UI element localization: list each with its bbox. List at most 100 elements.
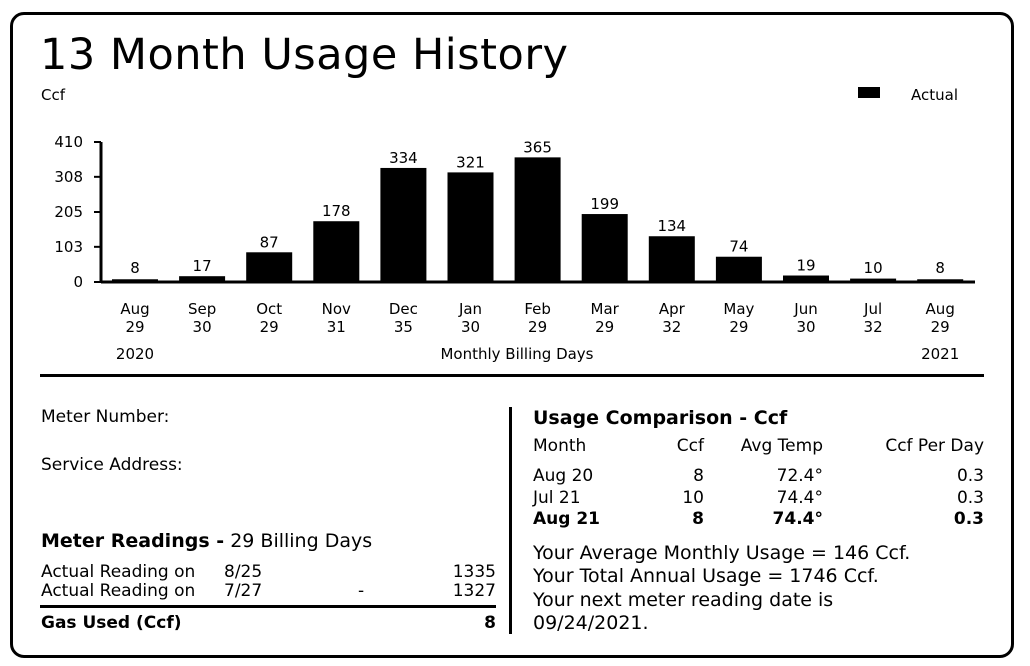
uc-header-temp: Avg Temp (740, 436, 823, 456)
bar (380, 167, 427, 282)
x-tick-month-label: Jun (793, 300, 817, 318)
x-tick-days-label: 30 (193, 318, 212, 336)
gas-used-value: 8 (484, 613, 496, 633)
reading-row-label: Actual Reading on (41, 581, 196, 601)
bar (783, 275, 829, 282)
service-address-label: Service Address: (41, 455, 183, 475)
bar-value-label: 8 (130, 259, 140, 277)
x-tick-month-label: Aug (926, 300, 955, 318)
x-tick-month-label: Jan (458, 300, 482, 318)
y-tick-label: 0 (73, 273, 83, 291)
reading-row-sep: - (358, 581, 365, 601)
bar (514, 157, 561, 282)
reading-row-value: 1327 (452, 581, 496, 601)
bar-value-label: 74 (729, 238, 748, 256)
x-tick-month-label: Aug (120, 300, 149, 318)
summary-next-reading: Your next meter reading date is (533, 589, 834, 611)
uc-row-per-day: 0.3 (953, 509, 984, 529)
uc-row-ccf: 10 (682, 488, 704, 508)
bar-value-label: 17 (193, 257, 212, 275)
uc-header-month: Month (533, 436, 587, 456)
uc-header-ccf: Ccf (676, 436, 704, 456)
meter-number-label: Meter Number: (41, 407, 170, 427)
uc-row-per-day: 0.3 (956, 466, 984, 486)
x-tick-days-label: 31 (327, 318, 346, 336)
y-tick-label: 205 (54, 203, 83, 221)
uc-row-ccf: 8 (693, 466, 704, 486)
x-tick-days-label: 32 (662, 318, 681, 336)
uc-header-per-day: Ccf Per Day (885, 436, 984, 456)
x-tick-month-label: May (723, 300, 754, 318)
y-axis-unit: Ccf (41, 86, 66, 104)
gas-used-label: Gas Used (Ccf) (41, 613, 182, 633)
x-tick-days-label: 29 (931, 318, 950, 336)
legend-swatch (858, 87, 880, 98)
uc-row-temp: 74.4° (776, 488, 823, 508)
x-tick-days-label: 29 (595, 318, 614, 336)
meter-readings-heading: Meter Readings - 29 Billing Days (41, 530, 372, 552)
uc-row-month: Aug 21 (533, 509, 601, 529)
bar-value-label: 365 (523, 138, 552, 156)
bar (648, 236, 695, 282)
x-tick-month-label: Sep (188, 300, 216, 318)
bar-value-label: 199 (590, 195, 619, 213)
bar-value-label: 19 (796, 257, 815, 275)
gas-used-rule (40, 605, 496, 608)
meter-readings-title: Meter Readings - (41, 530, 225, 552)
y-tick-label: 308 (54, 168, 83, 186)
x-tick-days-label: 30 (461, 318, 480, 336)
x-year-end-label: 2021 (921, 345, 959, 363)
bar-value-label: 8 (935, 259, 945, 277)
bar (715, 256, 762, 282)
x-tick-days-label: 29 (125, 318, 144, 336)
bar-value-label: 134 (657, 217, 686, 235)
bar (447, 172, 494, 282)
section-divider (40, 374, 984, 377)
bar-value-label: 87 (260, 233, 279, 251)
bar-value-label: 321 (456, 153, 485, 171)
summary-total: Your Total Annual Usage = 1746 Ccf. (533, 565, 879, 587)
bar (581, 214, 628, 282)
y-tick-label: 103 (54, 238, 83, 256)
bar-value-label: 178 (322, 202, 351, 220)
uc-row-month: Jul 21 (533, 488, 581, 508)
reading-row-date: 7/27 (224, 581, 263, 601)
page-title: 13 Month Usage History (40, 30, 569, 80)
uc-row-temp: 72.4° (776, 466, 823, 486)
usage-comparison-title: Usage Comparison - Ccf (533, 407, 788, 429)
reading-row-date: 8/25 (224, 562, 263, 582)
uc-row-temp: 74.4° (772, 509, 823, 529)
reading-row-value: 1335 (452, 562, 496, 582)
summary-next-reading-date: 09/24/2021. (533, 612, 649, 634)
uc-row-month: Aug 20 (533, 466, 594, 486)
legend-label: Actual (911, 86, 958, 104)
x-tick-month-label: Jul (863, 300, 882, 318)
bar (850, 278, 897, 282)
x-axis-title: Monthly Billing Days (440, 345, 593, 363)
x-tick-month-label: Oct (256, 300, 282, 318)
column-divider (509, 407, 512, 634)
x-tick-month-label: Mar (591, 300, 620, 318)
x-tick-days-label: 29 (729, 318, 748, 336)
x-tick-month-label: Apr (659, 300, 686, 318)
usage-bar-chart: 01032053084108Aug2917Sep3087Oct29178Nov3… (54, 133, 975, 363)
x-tick-days-label: 29 (260, 318, 279, 336)
reading-row-label: Actual Reading on (41, 562, 196, 582)
x-year-start-label: 2020 (116, 345, 154, 363)
bar-value-label: 10 (864, 259, 883, 277)
x-tick-days-label: 32 (864, 318, 883, 336)
x-tick-days-label: 35 (394, 318, 413, 336)
meter-readings-days: 29 Billing Days (230, 530, 373, 552)
x-tick-month-label: Dec (389, 300, 418, 318)
bill-panel-frame (10, 12, 1014, 658)
bar-value-label: 334 (389, 149, 418, 167)
y-tick-label: 410 (54, 133, 83, 151)
x-tick-month-label: Nov (322, 300, 351, 318)
bar (179, 276, 226, 282)
summary-average: Your Average Monthly Usage = 146 Ccf. (533, 542, 911, 564)
bar (246, 252, 293, 282)
uc-row-ccf: 8 (692, 509, 704, 529)
uc-row-per-day: 0.3 (956, 488, 984, 508)
x-tick-days-label: 29 (528, 318, 547, 336)
x-tick-month-label: Feb (524, 300, 551, 318)
